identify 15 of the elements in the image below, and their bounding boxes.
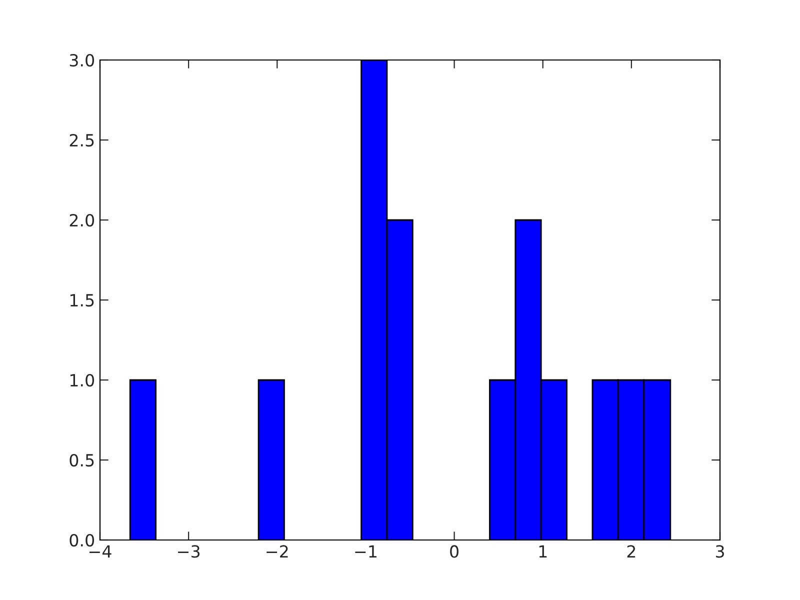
x-tick-label: −3 — [178, 545, 200, 558]
x-tick-label: 0 — [450, 545, 458, 558]
y-tick-label: 0.5 — [70, 454, 94, 467]
y-tick-label: 1.0 — [70, 374, 94, 387]
x-tick-label: 3 — [716, 545, 724, 558]
y-tick-label: 0.0 — [70, 534, 94, 547]
x-tick-label: −2 — [266, 545, 288, 558]
x-tick-label: 2 — [627, 545, 636, 558]
y-tick-label: 2.0 — [70, 214, 94, 227]
x-tick-label: −1 — [355, 545, 376, 558]
x-tick-label: −4 — [89, 545, 112, 558]
y-tick-label: 1.5 — [70, 294, 94, 307]
x-tick-label: 1 — [539, 545, 547, 558]
y-tick-label: 3.0 — [70, 54, 94, 67]
y-tick-label: 2.5 — [70, 134, 94, 147]
